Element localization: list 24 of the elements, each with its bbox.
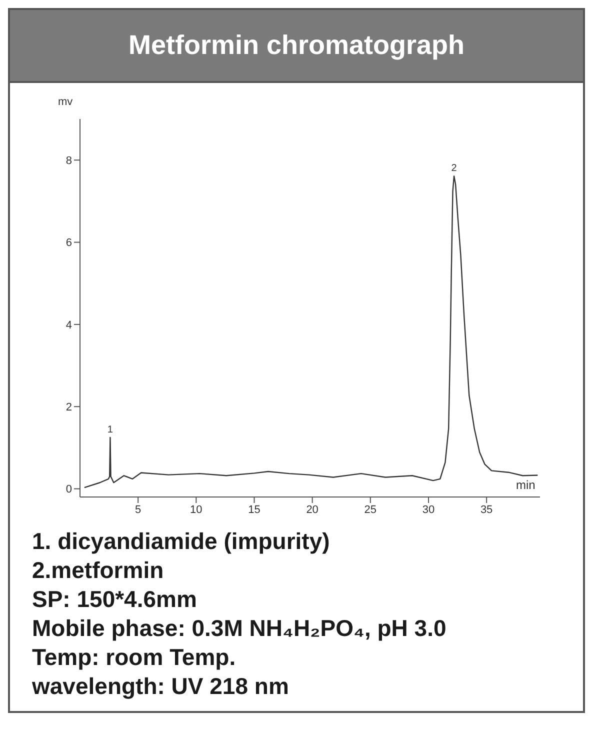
y-tick-label: 6	[66, 237, 72, 250]
text: SP: 150*4.6mm	[32, 585, 198, 614]
annotation: 1	[107, 424, 114, 436]
annotation: 2	[451, 163, 458, 174]
x-tick-label: 10	[190, 504, 202, 516]
x-tick-label: 5	[135, 504, 142, 516]
line-series	[84, 176, 538, 488]
text: wavelength: UV 218 nm	[32, 672, 290, 701]
text: Mobile phase: 0.3M NH₄H₂PO₄, pH 3.0	[32, 614, 448, 643]
y-tick-label: 8	[66, 154, 72, 167]
y-tick-label: 0	[66, 484, 72, 496]
y-tick-label: 4	[66, 319, 72, 332]
text: Temp: room Temp.	[32, 643, 237, 672]
x-tick-label: 35	[480, 504, 493, 516]
text: 1. dicyandiamide (impurity)	[32, 527, 331, 556]
chart-title: Metformin chromatograph	[10, 10, 583, 83]
x-tick-label: 20	[306, 504, 318, 516]
text: 2.metformin	[32, 556, 165, 585]
x-tick-label: 30	[422, 504, 435, 516]
y-tick-label: 2	[66, 402, 72, 414]
y-axis-title: mv	[58, 96, 74, 108]
x-tick-label: 25	[364, 504, 377, 516]
x-axis-title: min	[516, 478, 536, 492]
x-tick-label: 15	[248, 504, 260, 516]
